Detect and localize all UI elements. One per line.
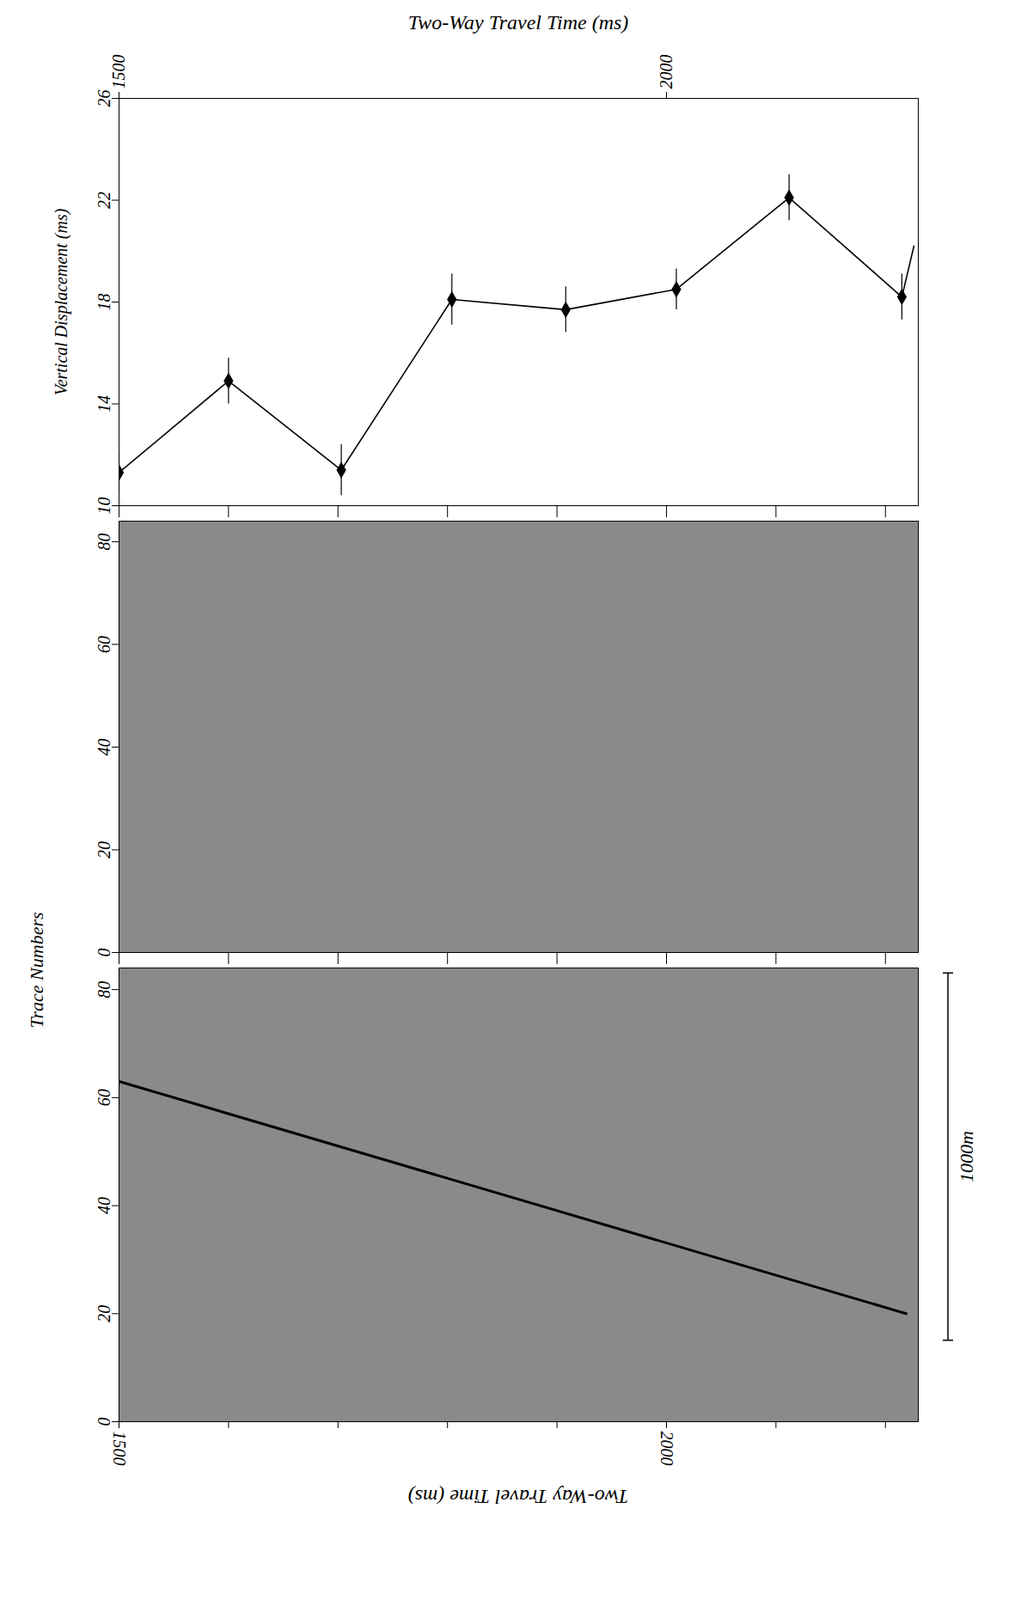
svg-text:80: 80 [94,532,114,551]
svg-text:60: 60 [94,1088,114,1107]
svg-text:0: 0 [94,948,114,958]
html-text:Trace Numbers: Trace Numbers [25,912,48,1029]
svg-text:26: 26 [94,90,114,108]
svg-text:20: 20 [94,841,114,859]
svg-text:0: 0 [94,1418,114,1427]
svg-text:60: 60 [94,635,114,654]
html-text:Two-Way Travel Time (ms): Two-Way Travel Time (ms) [407,1485,629,1509]
svg-text:40: 40 [94,738,114,756]
svg-text:20: 20 [94,1305,114,1323]
svg-text:2000: 2000 [657,1431,677,1467]
html-text:Two-Way Travel Time (ms): Two-Way Travel Time (ms) [407,11,629,34]
svg-text:1000m: 1000m [955,1131,978,1183]
svg-text:1500: 1500 [110,1431,129,1467]
svg-text:22: 22 [94,191,114,209]
svg-text:10: 10 [94,497,114,515]
svg-text:Vertical Displacement (ms): Vertical Displacement (ms) [51,207,72,396]
svg-text:2000: 2000 [656,55,676,90]
svg-text:40: 40 [94,1197,114,1215]
svg-text:14: 14 [94,395,114,413]
svg-text:80: 80 [94,981,114,999]
svg-text:1500: 1500 [109,55,129,90]
svg-text:18: 18 [94,293,114,312]
